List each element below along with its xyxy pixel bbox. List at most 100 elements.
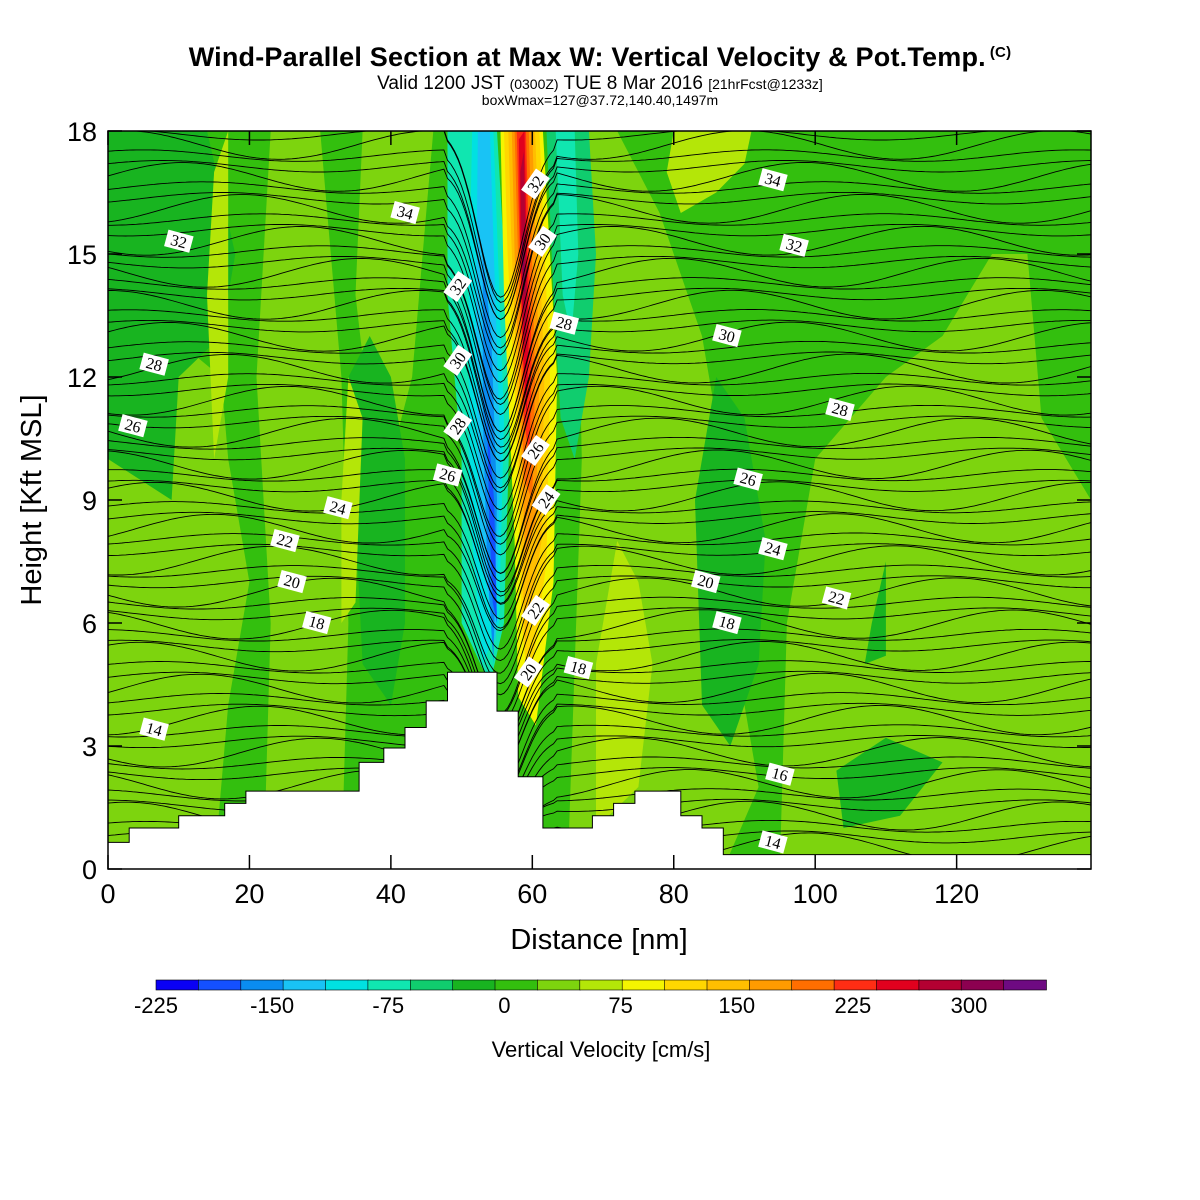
theta-contour-line — [108, 193, 1091, 356]
y-axis-title: Height [Kft MSL] — [16, 394, 48, 605]
colorbar-swatch — [198, 979, 242, 991]
x-axis: 0 20 40 60 80 100 120 — [100, 131, 979, 909]
theta-contour-line — [108, 596, 1091, 716]
theta-contour-label-box — [758, 168, 788, 192]
theta-contour-line — [108, 255, 1091, 416]
theta-contour-label-text: 22 — [826, 589, 846, 610]
theta-contour-label: 16 — [765, 762, 795, 786]
theta-contour-line — [108, 641, 1091, 749]
downdraft-weak-area — [864, 561, 886, 664]
y-tick-label: 15 — [67, 240, 97, 270]
theta-contour-line — [108, 162, 1091, 321]
y-tick-label: 18 — [67, 117, 97, 147]
colorbar-swatch — [240, 979, 285, 991]
theta-contour-label-text: 30 — [717, 326, 737, 347]
theta-contour-label: 22 — [270, 528, 300, 553]
theta-contour-label: 20 — [690, 569, 721, 594]
theta-contour-label-box — [521, 434, 550, 467]
colorbar-tick-label: 225 — [834, 993, 871, 1018]
colorbar-swatch — [494, 979, 539, 991]
theta-contour-label-box — [118, 414, 148, 438]
colorbar-swatch — [748, 979, 793, 991]
theta-contour-line — [108, 609, 1091, 737]
theta-contour-label-box — [549, 311, 579, 335]
theta-contour-line — [108, 545, 1091, 674]
theta-contour-label-text: 18 — [568, 658, 588, 679]
theta-contour-label-box — [443, 270, 473, 303]
theta-contour-label-text: 34 — [763, 170, 783, 191]
box-info: boxWmax=127@37.72,140.40,1497m — [481, 92, 719, 108]
theta-contour-line — [108, 223, 1091, 383]
x-tick-label: 100 — [793, 879, 838, 909]
theta-contour-line — [108, 353, 1091, 493]
theta-contour-label-box — [821, 586, 852, 610]
valid-date: TUE 8 Mar 2016 — [563, 73, 703, 94]
theta-contour-label-box — [139, 717, 169, 741]
theta-contour-label-text: 30 — [447, 349, 470, 372]
theta-contour-line — [108, 767, 1091, 830]
theta-contour-label-box — [531, 484, 561, 516]
theta-contour-label-text: 24 — [328, 498, 348, 519]
theta-contour-label-text: 14 — [144, 720, 164, 741]
theta-contour-label-text: 28 — [830, 400, 850, 421]
theta-contour-label-text: 34 — [395, 203, 415, 224]
theta-contour-label: 34 — [390, 200, 420, 225]
theta-contour-line — [108, 724, 1091, 809]
downdraft-weak-area — [108, 131, 236, 500]
theta-contour-label-text: 14 — [763, 833, 783, 854]
theta-contour-line — [108, 575, 1091, 696]
theta-contour-line — [108, 385, 1091, 537]
y-tick-label: 0 — [82, 855, 97, 885]
theta-contour-label-box — [164, 229, 194, 253]
colorbar-swatch — [579, 979, 623, 991]
colorbar-tick-label: 75 — [608, 993, 632, 1018]
colorbar-tick-label: 300 — [951, 993, 988, 1018]
theta-contour-line — [108, 225, 1091, 400]
theta-contour-line — [108, 245, 1091, 406]
theta-contour-label: 18 — [301, 610, 332, 635]
theta-contour-label: 18 — [563, 656, 594, 680]
x-tick-label: 40 — [376, 879, 406, 909]
theta-contour-label-box — [712, 323, 742, 348]
colorbar-swatch — [791, 979, 835, 991]
theta-contour-line — [108, 160, 1091, 321]
theta-contour-label-box — [277, 569, 307, 594]
theta-contour-label: 26 — [118, 414, 148, 438]
colorbar-swatch — [1003, 979, 1047, 991]
theta-contour-label-box — [521, 168, 550, 200]
theta-contour-label-box — [690, 569, 721, 594]
theta-contour-label-text: 22 — [275, 531, 295, 552]
theta-contour-label-box — [825, 397, 855, 421]
colorbar-swatch — [452, 979, 496, 991]
theta-contour-label-text: 26 — [738, 470, 758, 491]
theta-contour-line — [108, 287, 1091, 441]
copyright-mark: (C) — [989, 44, 1012, 61]
theta-contour-label-box — [563, 656, 594, 680]
theta-contour-label: 28 — [443, 410, 473, 442]
theta-contour-line — [108, 257, 1091, 433]
theta-contour-label-text: 32 — [525, 173, 548, 196]
colorbar-tick-label: -75 — [372, 993, 404, 1018]
theta-contour-label: 20 — [277, 569, 307, 594]
y-axis: 0 3 6 9 12 15 18 — [67, 117, 1091, 885]
x-axis-title: Distance [nm] — [510, 924, 687, 956]
colorbar-swatch — [664, 979, 708, 991]
valid-utc: (0300Z) — [509, 76, 559, 92]
theta-contour-label-box — [758, 830, 788, 854]
colorbar-tick-label: -225 — [134, 993, 178, 1018]
theta-contour-label: 30 — [712, 323, 742, 348]
theta-contour-label: 22 — [521, 594, 550, 626]
y-tick-label: 12 — [67, 363, 97, 393]
theta-contour-label-text: 20 — [282, 572, 302, 593]
theta-contour-label-box — [323, 496, 353, 520]
theta-contour-label-box — [779, 233, 809, 257]
theta-contour-line — [108, 639, 1091, 746]
theta-contour-label-text: 20 — [696, 572, 716, 593]
downdraft-flank — [555, 131, 579, 336]
updraft-weak-area — [256, 131, 349, 869]
theta-contour-line — [108, 449, 1091, 593]
forecast-info: [21hrFcst@1233z] — [708, 76, 823, 92]
theta-contour-label: 30 — [528, 225, 557, 257]
theta-contour-label: 26 — [733, 467, 763, 491]
